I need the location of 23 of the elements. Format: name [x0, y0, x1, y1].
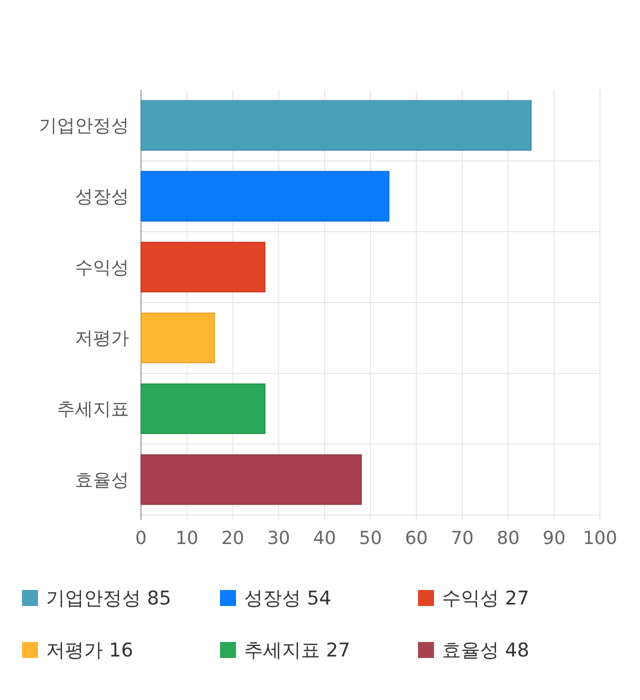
y-tick-label: 수익성: [75, 257, 129, 278]
y-tick-label: 기업안정성: [39, 116, 129, 137]
x-tick-label: 40: [313, 528, 336, 549]
legend-label: 수익성 27: [442, 588, 530, 610]
y-tick-label: 성장성: [75, 186, 129, 208]
legend-label: 추세지표 27: [244, 640, 350, 662]
y-tick-label: 추세지표: [57, 399, 129, 420]
x-tick-label: 100: [582, 528, 618, 549]
x-tick-label: 70: [450, 528, 474, 549]
x-tick-label: 90: [542, 528, 566, 549]
legend-label: 저평가 16: [46, 640, 134, 662]
x-tick-label: 10: [175, 528, 198, 549]
x-tick-label: 50: [359, 528, 382, 549]
legend-label: 효율성 48: [442, 640, 530, 662]
x-tick-label: 30: [267, 528, 290, 549]
x-tick-label: 20: [221, 528, 244, 549]
x-tick-label: 0: [135, 528, 147, 549]
legend-label: 성장성 54: [244, 588, 332, 610]
legend-label: 기업안정성 85: [46, 588, 172, 610]
y-tick-label: 저평가: [75, 328, 129, 350]
x-tick-label: 60: [404, 528, 428, 549]
x-tick-label: 80: [496, 528, 520, 549]
y-tick-label: 효율성: [75, 470, 129, 491]
